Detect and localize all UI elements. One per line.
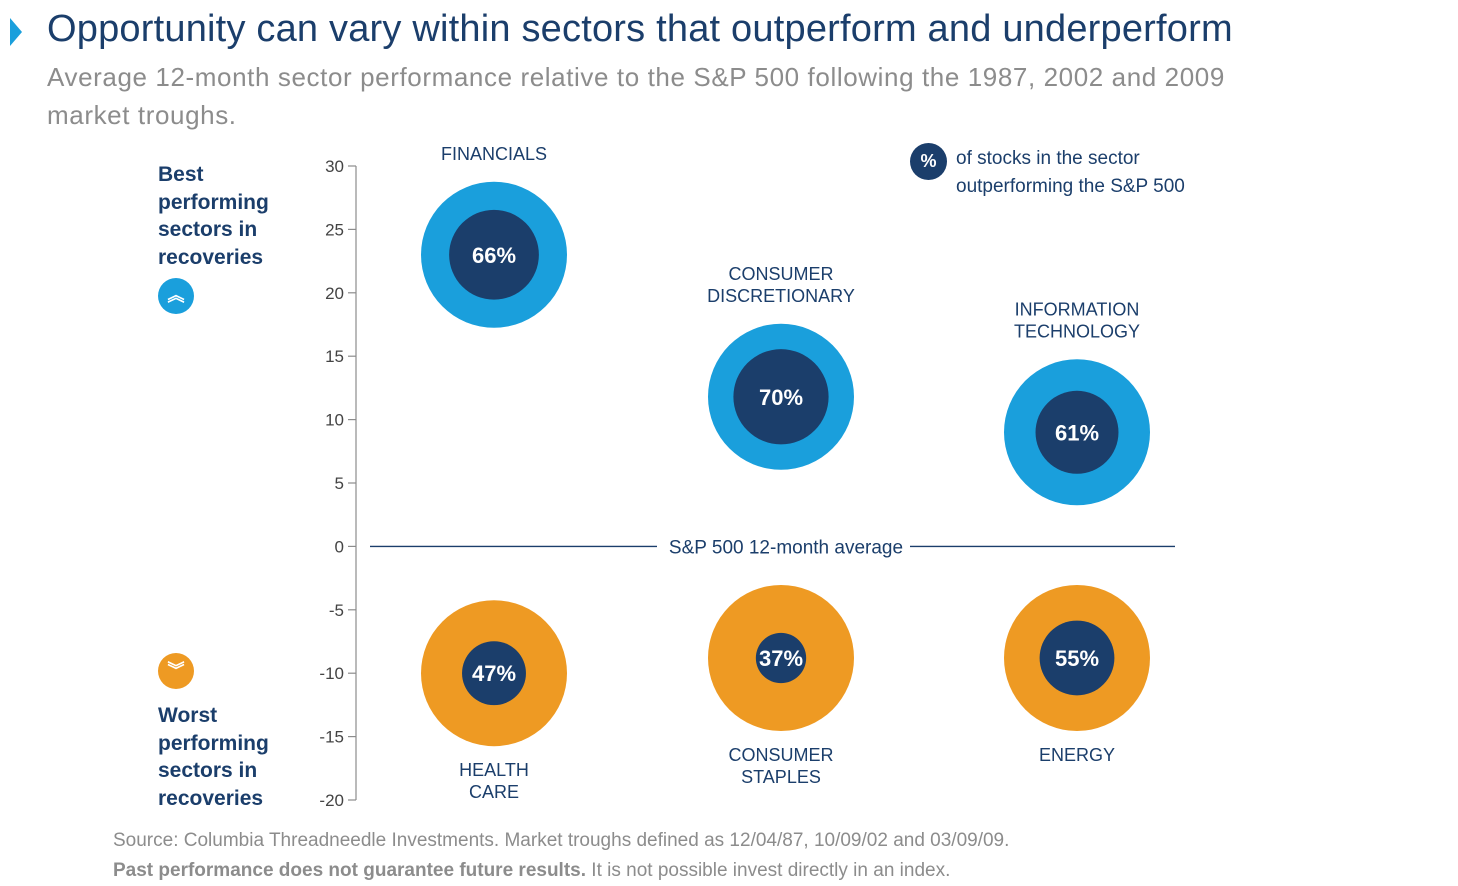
- source-text: Source: Columbia Threadneedle Investment…: [113, 830, 1010, 851]
- y-tick-label: 10: [325, 411, 344, 430]
- source-note: Source: Columbia Threadneedle Investment…: [113, 826, 1413, 886]
- sector-name-label: CONSUMER: [728, 745, 833, 765]
- sector-name-label: DISCRETIONARY: [707, 286, 855, 306]
- y-tick-label: 5: [335, 474, 344, 493]
- sector-name-label: STAPLES: [741, 767, 821, 787]
- sector-percent-label: 61%: [1055, 420, 1099, 445]
- sector-inner-bubble: [462, 641, 526, 706]
- sector-inner-bubble: [1035, 390, 1119, 474]
- sector-name-label: TECHNOLOGY: [1014, 321, 1140, 341]
- sector-percent-label: 55%: [1055, 646, 1099, 671]
- disclaimer: Past performance does not guarantee futu…: [113, 856, 1413, 886]
- y-tick-label: -10: [319, 664, 344, 683]
- double-chevron-down-icon: ︾: [158, 653, 194, 689]
- double-chevron-up-icon: ︽: [158, 278, 194, 314]
- y-tick-label: 25: [325, 220, 344, 239]
- sector-name-label: HEALTH: [459, 760, 529, 780]
- y-tick-label: 30: [325, 157, 344, 176]
- y-tick-label: -5: [329, 601, 344, 620]
- page-title: Opportunity can vary within sectors that…: [47, 8, 1233, 50]
- title-marker-icon: [10, 18, 22, 46]
- sector-name-label: CARE: [469, 782, 519, 802]
- sector-percent-label: 47%: [472, 661, 516, 686]
- legend-percent-badge: %: [910, 143, 947, 180]
- y-tick-label: 15: [325, 347, 344, 366]
- sector-percent-label: 70%: [759, 385, 803, 410]
- best-sectors-label: Best performing sectors in recoveries: [158, 163, 269, 269]
- y-tick-label: -20: [319, 791, 344, 810]
- reference-line-label: S&P 500 12-month average: [669, 537, 903, 558]
- legend-text: of stocks in the sector outperforming th…: [956, 148, 1185, 197]
- y-tick-label: 20: [325, 284, 344, 303]
- sector-inner-bubble: [449, 209, 539, 300]
- sector-inner-bubble: [755, 632, 807, 684]
- y-tick-label: 0: [335, 537, 344, 556]
- y-tick-label: -15: [319, 728, 344, 747]
- sector-name-label: INFORMATION: [1015, 299, 1140, 319]
- sector-percent-label: 37%: [759, 646, 803, 671]
- sector-name-label: CONSUMER: [728, 264, 833, 284]
- sector-inner-bubble: [733, 349, 829, 445]
- sector-percent-label: 66%: [472, 243, 516, 268]
- sector-inner-bubble: [1039, 620, 1115, 696]
- sector-name-label: FINANCIALS: [441, 144, 547, 164]
- sector-name-label: ENERGY: [1039, 745, 1115, 765]
- disclaimer-rest: It is not possible invest directly in an…: [586, 860, 951, 881]
- page-subtitle: Average 12-month sector performance rela…: [47, 62, 1225, 130]
- disclaimer-bold: Past performance does not guarantee futu…: [113, 860, 587, 881]
- worst-sectors-label: Worst performing sectors in recoveries: [158, 704, 269, 810]
